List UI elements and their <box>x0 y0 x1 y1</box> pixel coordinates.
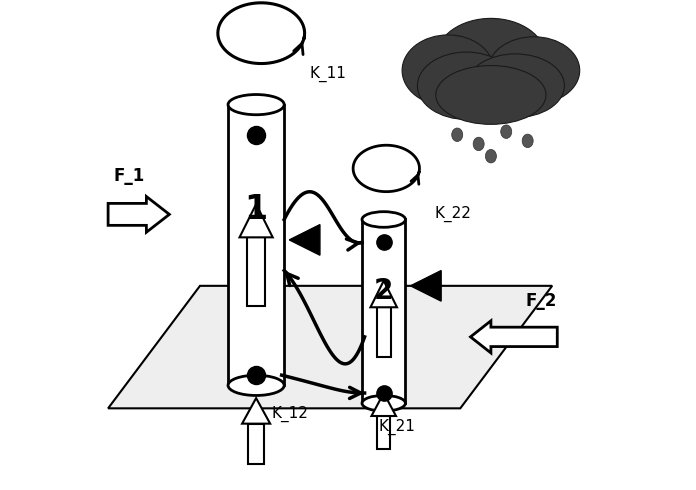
Text: K_21: K_21 <box>379 418 416 435</box>
Polygon shape <box>411 270 441 301</box>
Polygon shape <box>370 281 397 307</box>
Ellipse shape <box>228 95 284 115</box>
Bar <box>228 105 284 385</box>
Ellipse shape <box>436 18 546 98</box>
Bar <box>377 416 390 449</box>
Ellipse shape <box>402 35 494 106</box>
Polygon shape <box>108 286 552 408</box>
Bar <box>247 237 265 306</box>
Ellipse shape <box>362 212 406 227</box>
Ellipse shape <box>436 66 546 124</box>
Polygon shape <box>239 204 273 237</box>
Bar <box>248 424 264 465</box>
Ellipse shape <box>466 54 564 118</box>
FancyArrow shape <box>108 196 169 232</box>
Ellipse shape <box>228 375 284 395</box>
Ellipse shape <box>452 128 463 142</box>
Polygon shape <box>290 224 320 255</box>
FancyArrow shape <box>470 321 557 353</box>
Text: K_22: K_22 <box>435 206 472 222</box>
Ellipse shape <box>488 37 580 104</box>
Text: F_2: F_2 <box>526 292 557 310</box>
Polygon shape <box>242 398 270 424</box>
Text: 1: 1 <box>244 193 268 226</box>
Ellipse shape <box>362 395 406 411</box>
Ellipse shape <box>485 149 496 163</box>
Text: K_12: K_12 <box>271 406 308 422</box>
Text: F_1: F_1 <box>113 167 145 185</box>
Text: K_11: K_11 <box>310 66 347 82</box>
Ellipse shape <box>500 125 512 138</box>
Ellipse shape <box>418 52 516 120</box>
Polygon shape <box>372 393 396 416</box>
Bar <box>377 307 391 357</box>
Ellipse shape <box>473 137 484 151</box>
Bar <box>362 220 406 403</box>
Ellipse shape <box>522 134 533 147</box>
Text: 2: 2 <box>374 277 393 305</box>
